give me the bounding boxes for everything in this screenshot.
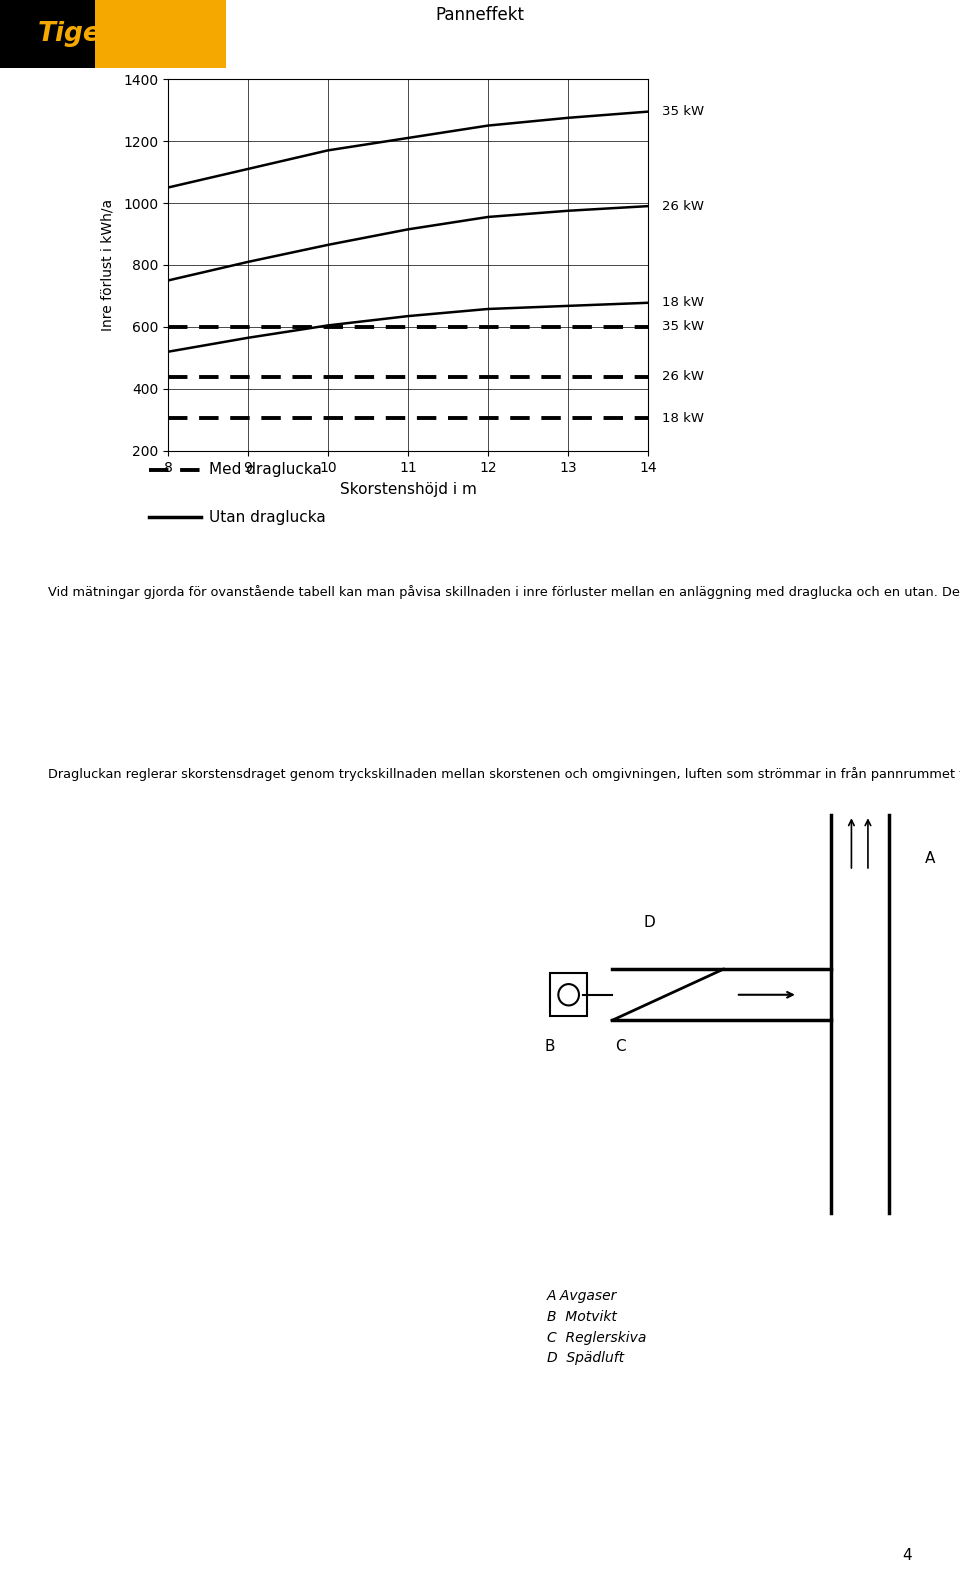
Bar bbox=[95, 0, 226, 68]
Text: Med draglucka: Med draglucka bbox=[209, 462, 323, 478]
Text: Vid mätningar gjorda för ovanstående tabell kan man påvisa skillnaden i inre för: Vid mätningar gjorda för ovanstående tab… bbox=[48, 585, 960, 600]
Text: Tigerholm: Tigerholm bbox=[37, 21, 188, 47]
Bar bbox=[0, 0, 95, 68]
Text: A: A bbox=[924, 851, 935, 865]
Text: 35 kW: 35 kW bbox=[662, 321, 705, 334]
X-axis label: Skorstenshöjd i m: Skorstenshöjd i m bbox=[340, 481, 476, 497]
Text: 26 kW: 26 kW bbox=[662, 370, 705, 383]
Text: 26 kW: 26 kW bbox=[662, 199, 705, 212]
Text: A Avgaser
B  Motvikt
C  Reglerskiva
D  Spädluft: A Avgaser B Motvikt C Reglerskiva D Späd… bbox=[547, 1289, 647, 1365]
Text: C: C bbox=[615, 1038, 626, 1054]
Text: 35 kW: 35 kW bbox=[662, 104, 705, 119]
Text: Panneffekt: Panneffekt bbox=[436, 6, 524, 24]
Bar bbox=[550, 973, 588, 1016]
Text: 18 kW: 18 kW bbox=[662, 296, 705, 310]
Text: B: B bbox=[545, 1038, 555, 1054]
Circle shape bbox=[559, 984, 579, 1006]
Text: 4: 4 bbox=[902, 1549, 912, 1563]
Y-axis label: Inre förlust i kWh/a: Inre förlust i kWh/a bbox=[101, 199, 115, 331]
Text: Utan draglucka: Utan draglucka bbox=[209, 509, 326, 525]
Text: D: D bbox=[643, 914, 655, 930]
Text: 18 kW: 18 kW bbox=[662, 411, 705, 426]
Text: Dragluckan reglerar skorstensdraget genom tryckskillnaden mellan skorstenen och : Dragluckan reglerar skorstensdraget geno… bbox=[48, 767, 960, 782]
